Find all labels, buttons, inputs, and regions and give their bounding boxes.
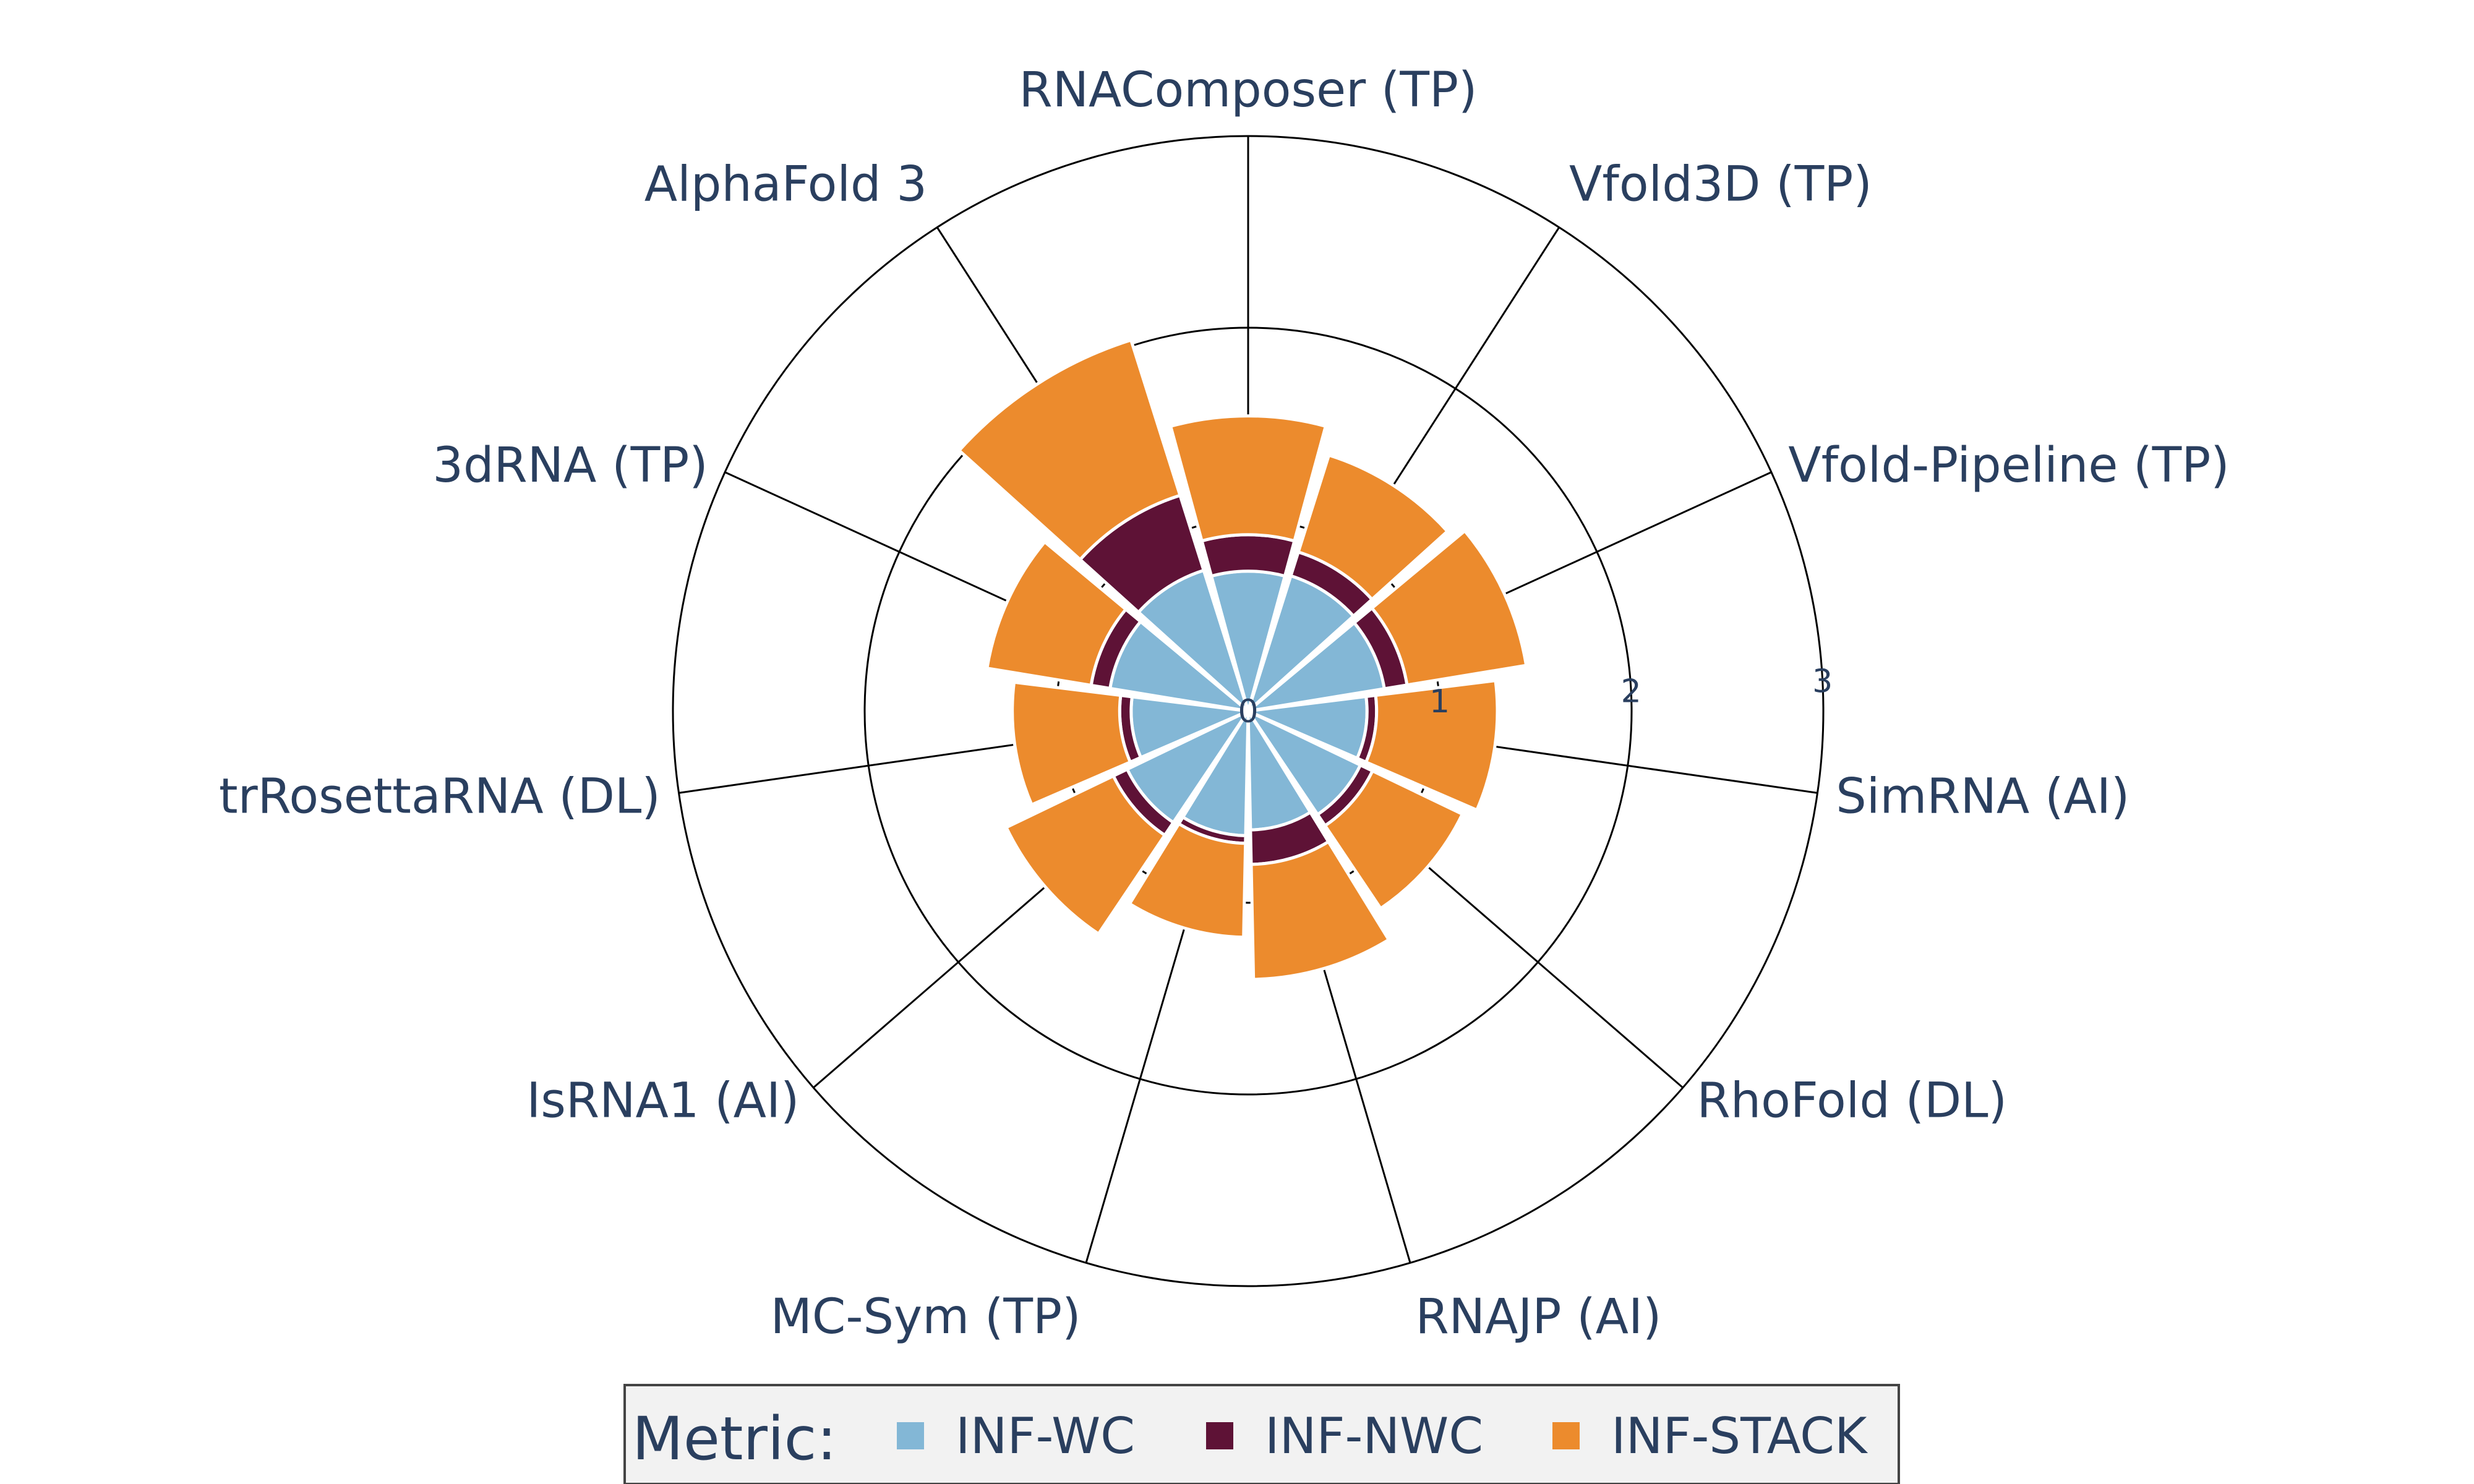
legend-swatch — [897, 1422, 924, 1449]
radial-tick-label: 2 — [1621, 673, 1641, 710]
legend: Metric: INF-WC INF-NWC INF-STACK — [623, 1384, 1900, 1484]
bar-inf-stack — [1127, 821, 1248, 939]
category-labels: RNAComposer (TP) Vfold3D (TP) Vfold-Pipeli… — [219, 62, 2230, 1345]
category-label: SimRNA (AI) — [1836, 769, 2129, 825]
category-label: Vfold-Pipeline (TP) — [1788, 438, 2229, 493]
bar-inf-stack — [1296, 453, 1450, 602]
legend-box — [623, 1384, 1900, 1484]
bar-inf-stack — [1369, 529, 1528, 687]
bar-inf-stack — [957, 338, 1183, 562]
bar-inf-stack — [985, 539, 1128, 688]
bar-inf-stack — [1011, 680, 1132, 807]
category-label: RNAComposer (TP) — [1019, 62, 1478, 118]
bar-inf-stack — [1004, 774, 1167, 936]
bar-inf-nwc — [1200, 533, 1296, 578]
legend-label: INF-NWC — [1265, 1407, 1483, 1465]
category-label: trRosettaRNA (DL) — [219, 769, 661, 825]
category-label: MC-Sym (TP) — [771, 1289, 1081, 1345]
radial-tick-label: 1 — [1429, 683, 1450, 720]
bar-inf-stack — [1364, 678, 1499, 812]
bar-inf-stack — [1249, 839, 1391, 981]
category-label: AlphaFold 3 — [644, 156, 927, 212]
legend-swatch — [1552, 1422, 1580, 1449]
category-label: RhoFold (DL) — [1697, 1073, 2008, 1129]
category-label: 3dRNA (TP) — [432, 438, 708, 493]
radial-tick-label: 3 — [1812, 663, 1833, 700]
bar-inf-stack — [1322, 769, 1465, 911]
category-label: IsRNA1 (AI) — [526, 1073, 799, 1129]
radial-tick-label: 0 — [1238, 693, 1258, 730]
bar-inf-stack — [1168, 414, 1328, 543]
legend-title: Metric: — [632, 1404, 837, 1473]
legend-label: INF-STACK — [1611, 1407, 1868, 1465]
bar-layer — [957, 338, 1528, 981]
category-label: RNAJP (AI) — [1415, 1289, 1661, 1345]
radial-axis: 0 1 2 3 — [1238, 663, 1833, 730]
category-label: Vfold3D (TP) — [1569, 156, 1872, 212]
legend-swatch — [1206, 1422, 1233, 1449]
legend-label: INF-WC — [956, 1407, 1135, 1465]
